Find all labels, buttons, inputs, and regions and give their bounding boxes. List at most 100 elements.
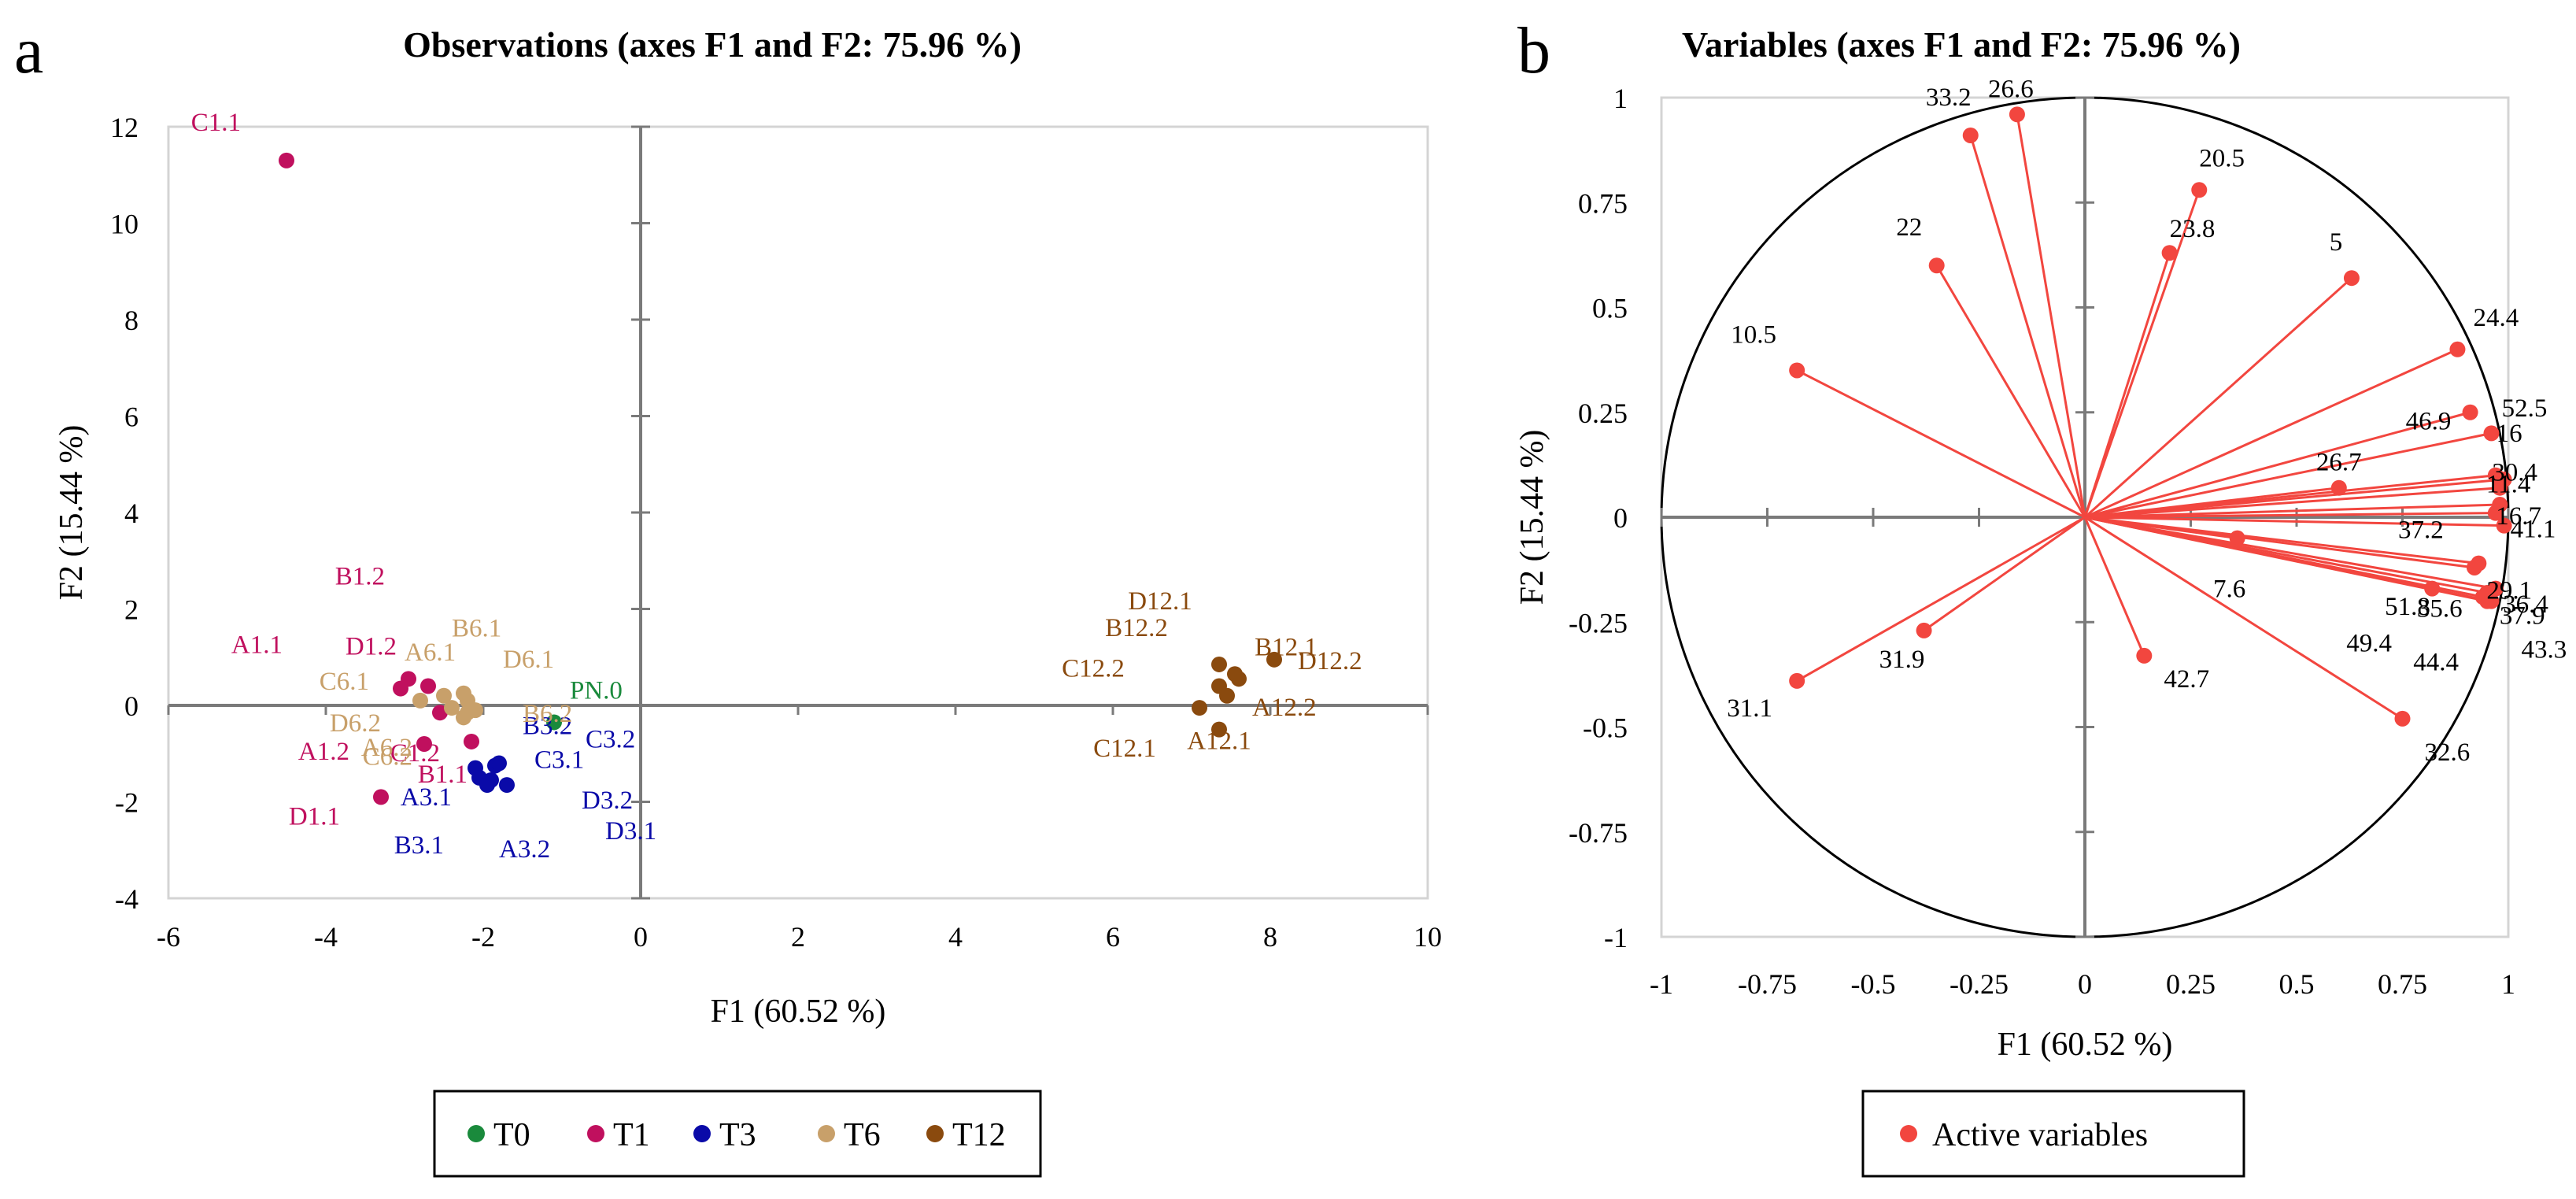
x-tick-label: 10 (1414, 921, 1442, 953)
vector-point-5 (2343, 270, 2360, 287)
point-label-c3-1: C3.1 (534, 746, 584, 775)
point-label-b6-1: B6.1 (452, 615, 501, 643)
point-label-d6-2: D6.2 (330, 709, 381, 738)
point-label-a12-2: A12.2 (1252, 694, 1317, 722)
vector-label-7-6: 7.6 (2213, 575, 2245, 604)
point-d6-2 (444, 700, 460, 716)
x-tick-label: 0.5 (2279, 968, 2315, 1000)
point-d12-1 (1211, 656, 1227, 672)
points-a (279, 152, 1282, 805)
vector-point-20-5 (2191, 182, 2208, 198)
y-tick-label: -0.25 (1569, 607, 1628, 638)
vector-line-26-7 (2084, 487, 2339, 519)
vector-line-23-8 (2083, 252, 2171, 518)
point-c6-2 (456, 709, 471, 726)
vector-label-16-7: 16.7 (2496, 502, 2541, 531)
point-a1-1 (393, 680, 408, 697)
vector-label-41-1: 41.1 (2511, 516, 2556, 544)
y-tick-label: 12 (110, 112, 139, 143)
variable-vectors (1789, 106, 2512, 727)
vector-label-31-1: 31.1 (1727, 694, 1772, 723)
point-label-d3-2: D3.2 (582, 786, 633, 815)
point-d12-2 (1266, 651, 1282, 668)
point-label-a3-1: A3.1 (401, 783, 452, 812)
vector-label-26-6: 26.6 (1988, 75, 2034, 103)
point-label-a12-1: A12.1 (1187, 727, 1251, 756)
vector-label-46-9: 46.9 (2406, 407, 2452, 435)
point-labels-a: PN.0 C1.1 B1.2 A1.1 D1.2 C1.2 A1.2 B1.1 D1.1 A3.1… (191, 109, 1362, 864)
point-label-c1-2: C1.2 (390, 739, 440, 768)
x-tick-label: 0 (634, 921, 648, 953)
legend-label-active-variables: Active variables (1932, 1117, 2148, 1153)
vector-label-32-6: 32.6 (2425, 738, 2471, 767)
x-tick-label: 4 (948, 921, 963, 953)
y-tick-label: 2 (124, 594, 139, 626)
point-c3-1 (468, 760, 483, 776)
point-label-a6-2: A6.2 (361, 734, 412, 762)
point-label-c6-1: C6.1 (320, 668, 369, 696)
point-label-c1-1: C1.1 (191, 109, 241, 137)
vector-point-23-8 (2161, 245, 2178, 261)
x-tick-labels-b: -1 -0.75 -0.5 -0.25 0 0.25 0.5 0.75 1 (1650, 968, 2515, 1000)
legend-marker-t0 (468, 1125, 485, 1142)
point-a12-1 (1211, 721, 1227, 738)
plot-area-a (167, 125, 1429, 900)
panel-letter-b: b (1517, 14, 1550, 87)
vector-line-30-4 (2084, 487, 2500, 519)
vector-line-52-5 (2084, 411, 2471, 519)
y-tick-label: 0.5 (1592, 293, 1628, 324)
vector-line-24-4 (2084, 348, 2459, 519)
vector-label-37-2: 37.2 (2398, 516, 2444, 545)
legend-label-t6: T6 (844, 1117, 881, 1153)
point-d1-1 (373, 789, 389, 805)
vector-point-22 (1928, 257, 1945, 274)
y-tick-label: -0.75 (1569, 817, 1628, 849)
point-label-a3-2: A3.2 (499, 835, 550, 864)
point-a6-1 (436, 687, 452, 704)
legend-marker-t1 (587, 1125, 604, 1142)
y-tick-label: 10 (110, 209, 139, 240)
vector-label-43-3: 43.3 (2521, 636, 2567, 664)
y-tick-label: 0.25 (1578, 398, 1628, 429)
vector-line-31-9 (1923, 516, 2086, 632)
point-label-c12-1: C12.1 (1093, 735, 1156, 763)
vector-label-26-7: 26.7 (2316, 449, 2362, 477)
vector-label-31-9: 31.9 (1879, 646, 1925, 674)
vector-point-24-4 (2449, 341, 2466, 357)
x-axis-title-a: F1 (60.52 %) (711, 994, 886, 1030)
vector-label-24-4: 24.4 (2473, 304, 2519, 332)
chart-title-a: Observations (axes F1 and F2: 75.96 %) (403, 24, 1022, 65)
point-label-d6-1: D6.1 (503, 646, 554, 674)
x-tick-label: 0 (2078, 968, 2092, 1000)
variable-labels: 26.6 33.2 20.5 23.8 22 5 10.5 24.4 52.5 46.9 16 30.… (1727, 75, 2567, 767)
panel-a: a Observations (axes F1 and F2: 75.96 %)… (14, 14, 1442, 1178)
legend-items-b: Active variables (1900, 1117, 2148, 1153)
vector-label-49-4: 49.4 (2346, 630, 2392, 658)
point-d1-2 (420, 678, 436, 694)
point-label-pn-0: PN.0 (570, 676, 623, 705)
y-tick-label: -2 (115, 787, 139, 819)
point-b12-1 (1231, 671, 1247, 687)
x-tick-label: -1 (1650, 968, 1673, 1000)
legend-label-t3: T3 (719, 1117, 756, 1153)
point-d3-1 (483, 772, 499, 788)
point-label-d1-1: D1.1 (289, 802, 340, 831)
vector-line-29-1 (2084, 516, 2479, 565)
point-label-a1-2: A1.2 (298, 738, 349, 766)
vector-label-20-5: 20.5 (2199, 144, 2245, 172)
y-tick-label: 4 (124, 498, 139, 529)
y-tick-label: 0 (124, 690, 139, 722)
y-tick-labels-b: -1 -0.75 -0.5 -0.25 0 0.25 0.5 0.75 1 (1569, 83, 1628, 953)
y-tick-label: -0.5 (1583, 712, 1628, 744)
vector-point-11-4 (2487, 467, 2504, 483)
y-tick-label: 6 (124, 402, 139, 433)
vector-label-23-8: 23.8 (2170, 215, 2216, 243)
y-tick-label: 8 (124, 305, 139, 336)
legend-marker-t6 (818, 1125, 835, 1142)
point-c1-2 (432, 705, 448, 721)
point-label-d3-1: D3.1 (605, 817, 656, 846)
vector-line-41-1 (2084, 516, 2504, 527)
x-ticks-a (167, 705, 1429, 715)
y-tick-label: 0 (1613, 502, 1628, 534)
